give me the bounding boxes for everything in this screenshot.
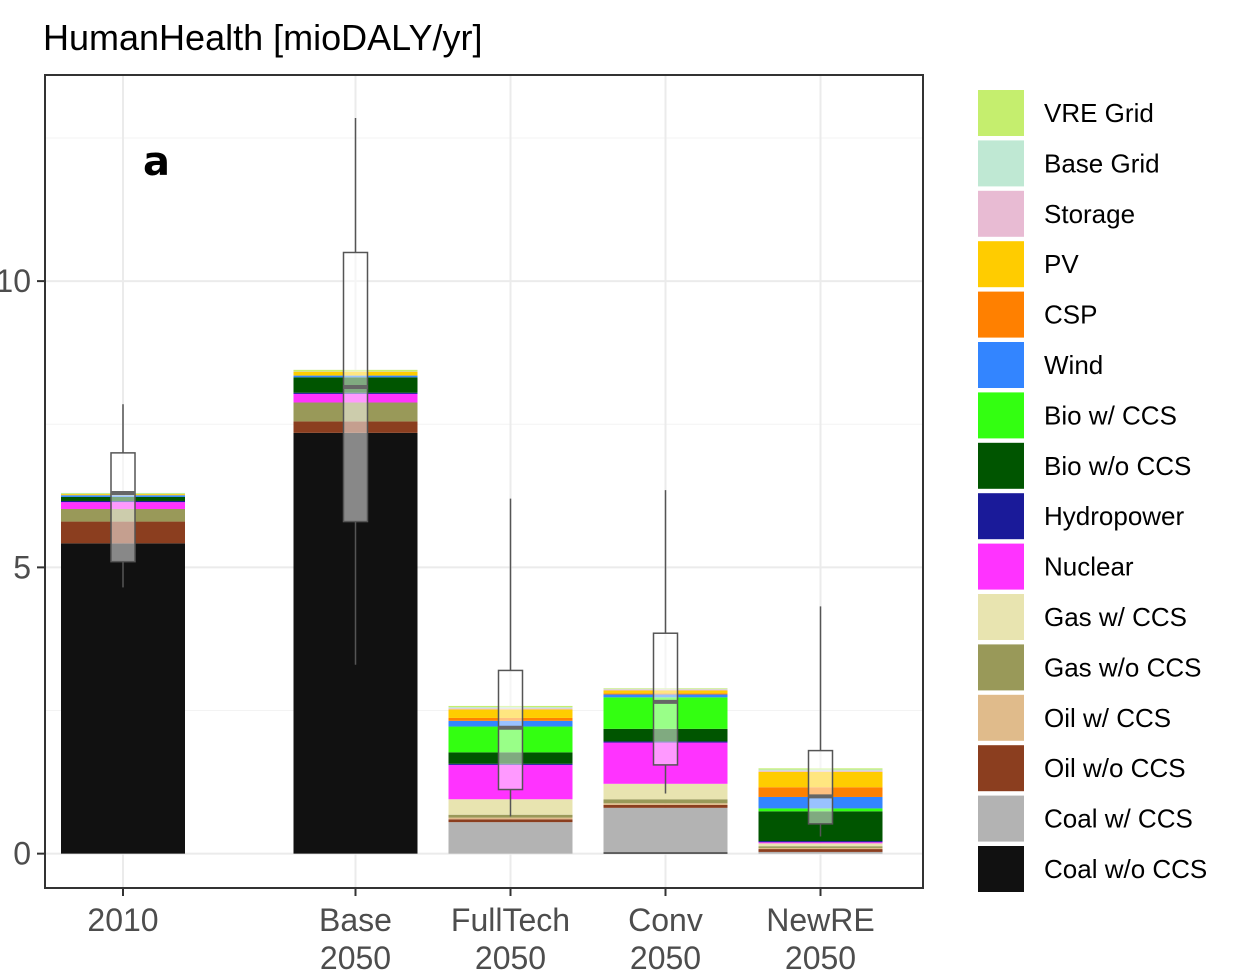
legend-swatch xyxy=(978,392,1024,439)
legend-item: Storage xyxy=(978,190,1135,237)
legend-label: Oil w/ CCS xyxy=(1044,703,1171,733)
legend-swatch xyxy=(978,241,1024,288)
panel-label: a xyxy=(143,139,170,185)
legend-label: Coal w/ CCS xyxy=(1044,804,1193,834)
legend-item: Gas w/o CCS xyxy=(978,644,1202,691)
bar-segment xyxy=(448,819,573,823)
legend-swatch xyxy=(978,694,1024,741)
legend-label: Storage xyxy=(1044,199,1135,229)
x-tick-label: FullTech xyxy=(451,902,570,938)
bar-segment xyxy=(758,851,883,854)
legend-swatch xyxy=(978,90,1024,136)
legend-item: Coal w/o CCS xyxy=(978,846,1207,892)
y-tick-label: 0 xyxy=(13,836,31,872)
legend-swatch xyxy=(978,644,1024,691)
legend-item: Wind xyxy=(978,342,1103,388)
bar-segment xyxy=(758,843,883,847)
bar-segment xyxy=(603,803,728,805)
bar-segment xyxy=(603,804,728,808)
legend-swatch xyxy=(978,291,1024,338)
box-iqr xyxy=(110,452,136,563)
x-tick-label: Base xyxy=(319,902,392,938)
x-axis: 2010 Base2050FullTech2050Conv2050NewRE205… xyxy=(87,888,875,976)
legend-label: Gas w/ CCS xyxy=(1044,602,1187,632)
legend-label: Base Grid xyxy=(1044,148,1160,178)
legend-swatch xyxy=(978,342,1024,388)
x-tick-label-line2: 2050 xyxy=(785,940,856,976)
plot-border xyxy=(44,74,924,889)
boxplots xyxy=(110,117,834,837)
legend-item: Hydropower xyxy=(978,493,1185,540)
legend-swatch xyxy=(978,190,1024,237)
legend: VRE Grid Base Grid Storage PV CSP Wind Bio w/ … xyxy=(978,90,1207,892)
x-tick-label: Conv xyxy=(628,902,703,938)
boxplot xyxy=(652,490,679,794)
legend-swatch xyxy=(978,493,1024,540)
legend-label: Nuclear xyxy=(1044,552,1134,582)
legend-label: VRE Grid xyxy=(1044,98,1154,128)
legend-item: Coal w/ CCS xyxy=(978,795,1193,842)
legend-label: Hydropower xyxy=(1044,501,1185,531)
legend-swatch xyxy=(978,846,1024,892)
bar-segment xyxy=(758,841,883,843)
legend-swatch xyxy=(978,140,1024,187)
legend-item: Nuclear xyxy=(978,543,1134,590)
legend-swatch xyxy=(978,795,1024,842)
legend-label: Coal w/o CCS xyxy=(1044,854,1207,884)
legend-label: Bio w/o CCS xyxy=(1044,451,1191,481)
legend-item: CSP xyxy=(978,291,1097,338)
legend-swatch xyxy=(978,442,1024,489)
bar-segment xyxy=(448,817,573,820)
legend-item: PV xyxy=(978,241,1079,288)
boxplot xyxy=(110,404,136,588)
bar-segment xyxy=(758,842,883,844)
x-tick-label-line2: 2050 xyxy=(630,940,701,976)
legend-label: Gas w/o CCS xyxy=(1044,652,1202,682)
legend-item: Gas w/ CCS xyxy=(978,594,1187,640)
legend-label: Bio w/ CCS xyxy=(1044,400,1177,430)
chart-title: HumanHealth [mioDALY/yr] xyxy=(43,17,483,58)
bar-segment xyxy=(758,846,883,848)
y-axis: 0 5 10 xyxy=(0,263,45,872)
x-tick-label: NewRE xyxy=(766,902,874,938)
x-tick-label-line2: 2050 xyxy=(475,940,546,976)
legend-item: Bio w/ CCS xyxy=(978,392,1177,439)
legend-label: Oil w/o CCS xyxy=(1044,753,1186,783)
box-iqr xyxy=(497,669,524,791)
y-tick-label: 10 xyxy=(0,263,31,299)
legend-item: VRE Grid xyxy=(978,90,1154,136)
legend-item: Oil w/ CCS xyxy=(978,694,1171,741)
legend-label: PV xyxy=(1044,249,1079,279)
legend-label: Wind xyxy=(1044,350,1103,380)
box-iqr xyxy=(807,749,834,825)
boxplot xyxy=(807,606,834,837)
x-tick-label-line2: 2050 xyxy=(320,940,391,976)
bar-segment xyxy=(758,849,883,852)
legend-swatch xyxy=(978,745,1024,792)
bar-segment xyxy=(758,847,883,850)
legend-item: Bio w/o CCS xyxy=(978,442,1191,489)
boxplot xyxy=(342,117,369,665)
bar-segment xyxy=(603,799,728,804)
bar-segment xyxy=(448,822,573,854)
legend-swatch xyxy=(978,594,1024,640)
y-tick-label: 5 xyxy=(13,549,31,585)
bar-segment xyxy=(61,543,185,854)
legend-item: Base Grid xyxy=(978,140,1160,187)
boxplot xyxy=(497,498,524,817)
legend-swatch xyxy=(978,543,1024,590)
legend-item: Oil w/o CCS xyxy=(978,745,1186,792)
legend-label: CSP xyxy=(1044,300,1097,330)
bar-segment xyxy=(603,807,728,853)
bar-segment xyxy=(603,852,728,854)
x-tick-label: 2010 xyxy=(87,902,158,938)
box-iqr xyxy=(652,632,679,766)
